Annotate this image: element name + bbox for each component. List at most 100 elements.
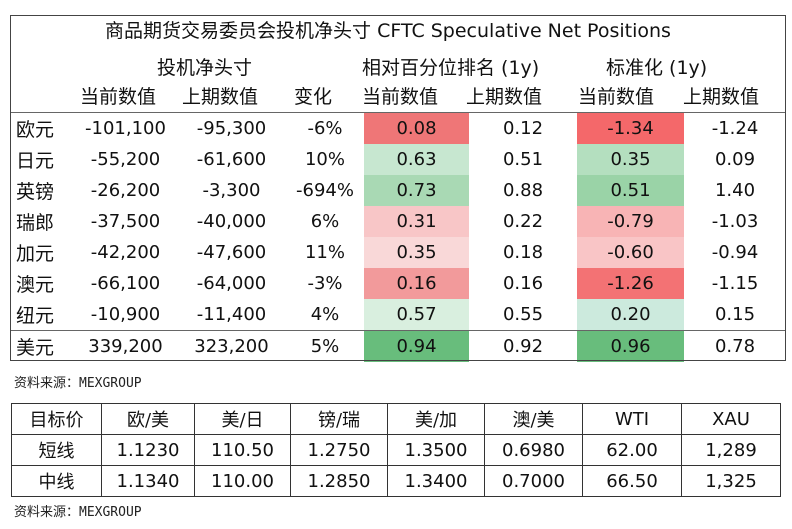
target-value: 1.2750: [290, 434, 388, 466]
cell-std-previous: 0.78: [684, 330, 786, 362]
target-row: 短线 1.1230 110.50 1.2750 1.3500 0.6980 62.00 1,2…: [11, 434, 781, 466]
currency-label: 日元: [16, 150, 55, 172]
pair-header: XAU: [681, 403, 781, 435]
cell-net-current: -42,200: [90, 242, 161, 263]
cell-std-current: -1.34: [577, 113, 684, 144]
cell-net-current: -101,100: [85, 118, 166, 139]
cell-net-previous: -47,600: [196, 242, 267, 263]
col-header-net-previous: 上期数值: [182, 86, 259, 108]
target-value: 1.1340: [101, 465, 195, 497]
col-header-pct-current: 当前数值: [362, 86, 439, 108]
positions-table: 欧元 -101,100 -95,300 -6% 0.08 0.12 -1.34 -1.24 日元…: [10, 113, 786, 362]
cell-pct-previous: 0.51: [502, 149, 544, 170]
cell-pct-previous: 0.55: [502, 304, 544, 325]
currency-label: 澳元: [16, 274, 55, 296]
cell-std-current: 0.20: [577, 299, 684, 331]
horizon-label: 短线: [11, 434, 102, 466]
cell-change: -3%: [307, 273, 343, 294]
cell-change: 10%: [304, 149, 345, 170]
currency-label: 美元: [10, 330, 74, 362]
target-value: 1,289: [681, 434, 781, 466]
cell-pct-current: 0.08: [364, 113, 469, 144]
cell-net-current: 339,200: [74, 330, 177, 362]
table-row: 日元 -55,200 -61,600 10% 0.63 0.51 0.35 0.09: [10, 144, 786, 175]
cell-pct-previous: 0.18: [502, 242, 544, 263]
cell-pct-previous: 0.22: [502, 211, 544, 232]
cell-pct-current: 0.35: [364, 237, 469, 268]
pair-header: 欧/美: [101, 403, 195, 435]
cell-std-previous: -1.03: [711, 211, 759, 232]
currency-label: 英镑: [16, 181, 55, 203]
cell-pct-previous: 0.92: [469, 330, 577, 362]
source-note-2: 资料来源：MEXGROUP: [14, 505, 142, 520]
group-header-standardized: 标准化 (1y): [606, 57, 708, 79]
cell-std-previous: 0.09: [714, 149, 756, 170]
cell-pct-current: 0.94: [364, 330, 469, 362]
cell-std-current: -0.79: [577, 206, 684, 237]
cell-pct-current: 0.16: [364, 268, 469, 299]
pair-header: 美/日: [194, 403, 291, 435]
table-row: 澳元 -66,100 -64,000 -3% 0.16 0.16 -1.26 -1.15: [10, 268, 786, 299]
table-row: 美元 339,200 323,200 5% 0.94 0.92 0.96 0.78: [10, 330, 786, 362]
cell-std-current: -0.60: [577, 237, 684, 268]
cell-std-previous: 1.40: [714, 180, 756, 201]
table-row: 纽元 -10,900 -11,400 4% 0.57 0.55 0.20 0.15: [10, 299, 786, 331]
cell-net-previous: -11,400: [196, 304, 267, 325]
cell-change: -694%: [296, 180, 354, 201]
cell-change: -6%: [307, 118, 343, 139]
target-price-label: 目标价: [11, 403, 102, 435]
cell-change: 6%: [310, 211, 340, 232]
table-row: 瑞郎 -37,500 -40,000 6% 0.31 0.22 -0.79 -1.03: [10, 206, 786, 237]
cell-net-previous: -95,300: [196, 118, 267, 139]
source-note-1: 资料来源：MEXGROUP: [14, 376, 142, 391]
cell-pct-current: 0.31: [364, 206, 469, 237]
currency-label: 加元: [16, 243, 55, 265]
cell-net-previous: -64,000: [196, 273, 267, 294]
cell-net-previous: -3,300: [202, 180, 261, 201]
target-value: 1.3400: [387, 465, 485, 497]
header-divider: [10, 112, 786, 113]
cell-net-current: -37,500: [90, 211, 161, 232]
target-value: 66.50: [582, 465, 682, 497]
cell-net-current: -66,100: [90, 273, 161, 294]
target-price-table: 目标价 欧/美 美/日 镑/瑞 美/加 澳/美 WTI XAU 短线 1.1230 110.50 1.…: [11, 403, 781, 497]
col-header-std-previous: 上期数值: [683, 86, 760, 108]
cell-pct-previous: 0.88: [502, 180, 544, 201]
cell-std-current: 0.96: [577, 330, 684, 362]
table-row: 英镑 -26,200 -3,300 -694% 0.73 0.88 0.51 1.40: [10, 175, 786, 206]
currency-label: 瑞郎: [16, 212, 55, 234]
table-row: 加元 -42,200 -47,600 11% 0.35 0.18 -0.60 -0.94: [10, 237, 786, 268]
target-value: 1,325: [681, 465, 781, 497]
cell-net-current: -55,200: [90, 149, 161, 170]
cell-pct-current: 0.57: [364, 299, 469, 331]
cell-net-previous: -40,000: [196, 211, 267, 232]
horizon-label: 中线: [11, 465, 102, 497]
target-value: 62.00: [582, 434, 682, 466]
target-value: 110.00: [194, 465, 291, 497]
cell-std-current: -1.26: [577, 268, 684, 299]
cell-pct-previous: 0.16: [502, 273, 544, 294]
currency-label: 纽元: [16, 305, 55, 327]
cell-std-current: 0.35: [577, 144, 684, 175]
target-value: 1.3500: [387, 434, 485, 466]
cell-pct-current: 0.73: [364, 175, 469, 206]
group-header-net: 投机净头寸: [157, 57, 253, 79]
group-header-percentile: 相对百分位排名 (1y): [362, 57, 540, 79]
pair-header: 美/加: [387, 403, 485, 435]
target-header-row: 目标价 欧/美 美/日 镑/瑞 美/加 澳/美 WTI XAU: [11, 403, 781, 435]
target-row: 中线 1.1340 110.00 1.2850 1.3400 0.7000 66.50 1,3…: [11, 465, 781, 497]
cell-pct-previous: 0.12: [502, 118, 544, 139]
cell-change: 11%: [304, 242, 345, 263]
col-header-change: 变化: [294, 86, 333, 108]
pair-header: 镑/瑞: [290, 403, 388, 435]
cell-std-previous: -1.24: [711, 118, 759, 139]
target-value: 1.2850: [290, 465, 388, 497]
cell-net-current: -26,200: [90, 180, 161, 201]
cell-pct-current: 0.63: [364, 144, 469, 175]
pair-header: 澳/美: [484, 403, 583, 435]
cell-std-previous: -0.94: [711, 242, 759, 263]
col-header-std-current: 当前数值: [578, 86, 655, 108]
table-row: 欧元 -101,100 -95,300 -6% 0.08 0.12 -1.34 -1.24: [10, 113, 786, 144]
cell-change: 4%: [310, 304, 340, 325]
col-header-net-current: 当前数值: [80, 86, 157, 108]
